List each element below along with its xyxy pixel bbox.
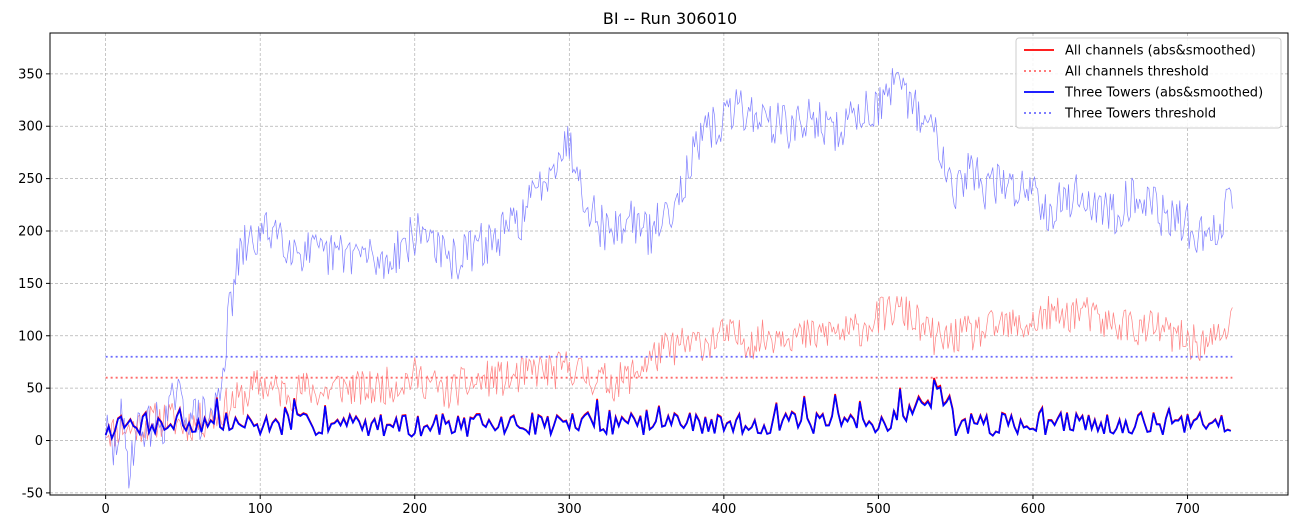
series-all-channels-smoothed [104, 377, 1232, 442]
plot-area [104, 68, 1233, 489]
y-tick-label: 150 [18, 277, 43, 292]
y-tick-label: 100 [18, 329, 43, 344]
y-tick-label: 50 [26, 382, 43, 397]
y-tick-label: 250 [18, 172, 43, 187]
x-tick-label: 700 [1175, 502, 1200, 517]
x-axis: 0 100 200 300 400 500 600 700 [101, 495, 1200, 517]
x-tick-label: 200 [402, 502, 427, 517]
plot-frame [49, 32, 1289, 496]
y-tick-label: 0 [35, 434, 43, 449]
y-axis: -50 0 50 100 150 200 250 300 350 [18, 67, 50, 501]
legend-label: Three Towers threshold [1064, 107, 1216, 122]
y-tick-label: 200 [18, 225, 43, 240]
legend-label: All channels (abs&smoothed) [1065, 44, 1256, 59]
series-three-towers-raw [105, 68, 1233, 489]
legend: All channels (abs&smoothed) All channels … [1015, 37, 1282, 129]
legend-label: Three Towers (abs&smoothed) [1064, 86, 1263, 101]
legend-label: All channels threshold [1065, 65, 1209, 80]
x-tick-label: 400 [711, 502, 736, 517]
x-tick-label: 600 [1021, 502, 1046, 517]
y-tick-label: -50 [22, 486, 43, 501]
y-tick-label: 300 [18, 120, 43, 135]
x-tick-label: 0 [101, 502, 109, 517]
x-tick-label: 500 [866, 502, 891, 517]
y-tick-label: 350 [18, 67, 43, 82]
x-tick-label: 300 [557, 502, 582, 517]
x-tick-label: 100 [248, 502, 273, 517]
series-three-towers-smoothed [104, 379, 1232, 442]
chart-title: BI -- Run 306010 [603, 9, 737, 28]
legend-box [1015, 37, 1282, 129]
